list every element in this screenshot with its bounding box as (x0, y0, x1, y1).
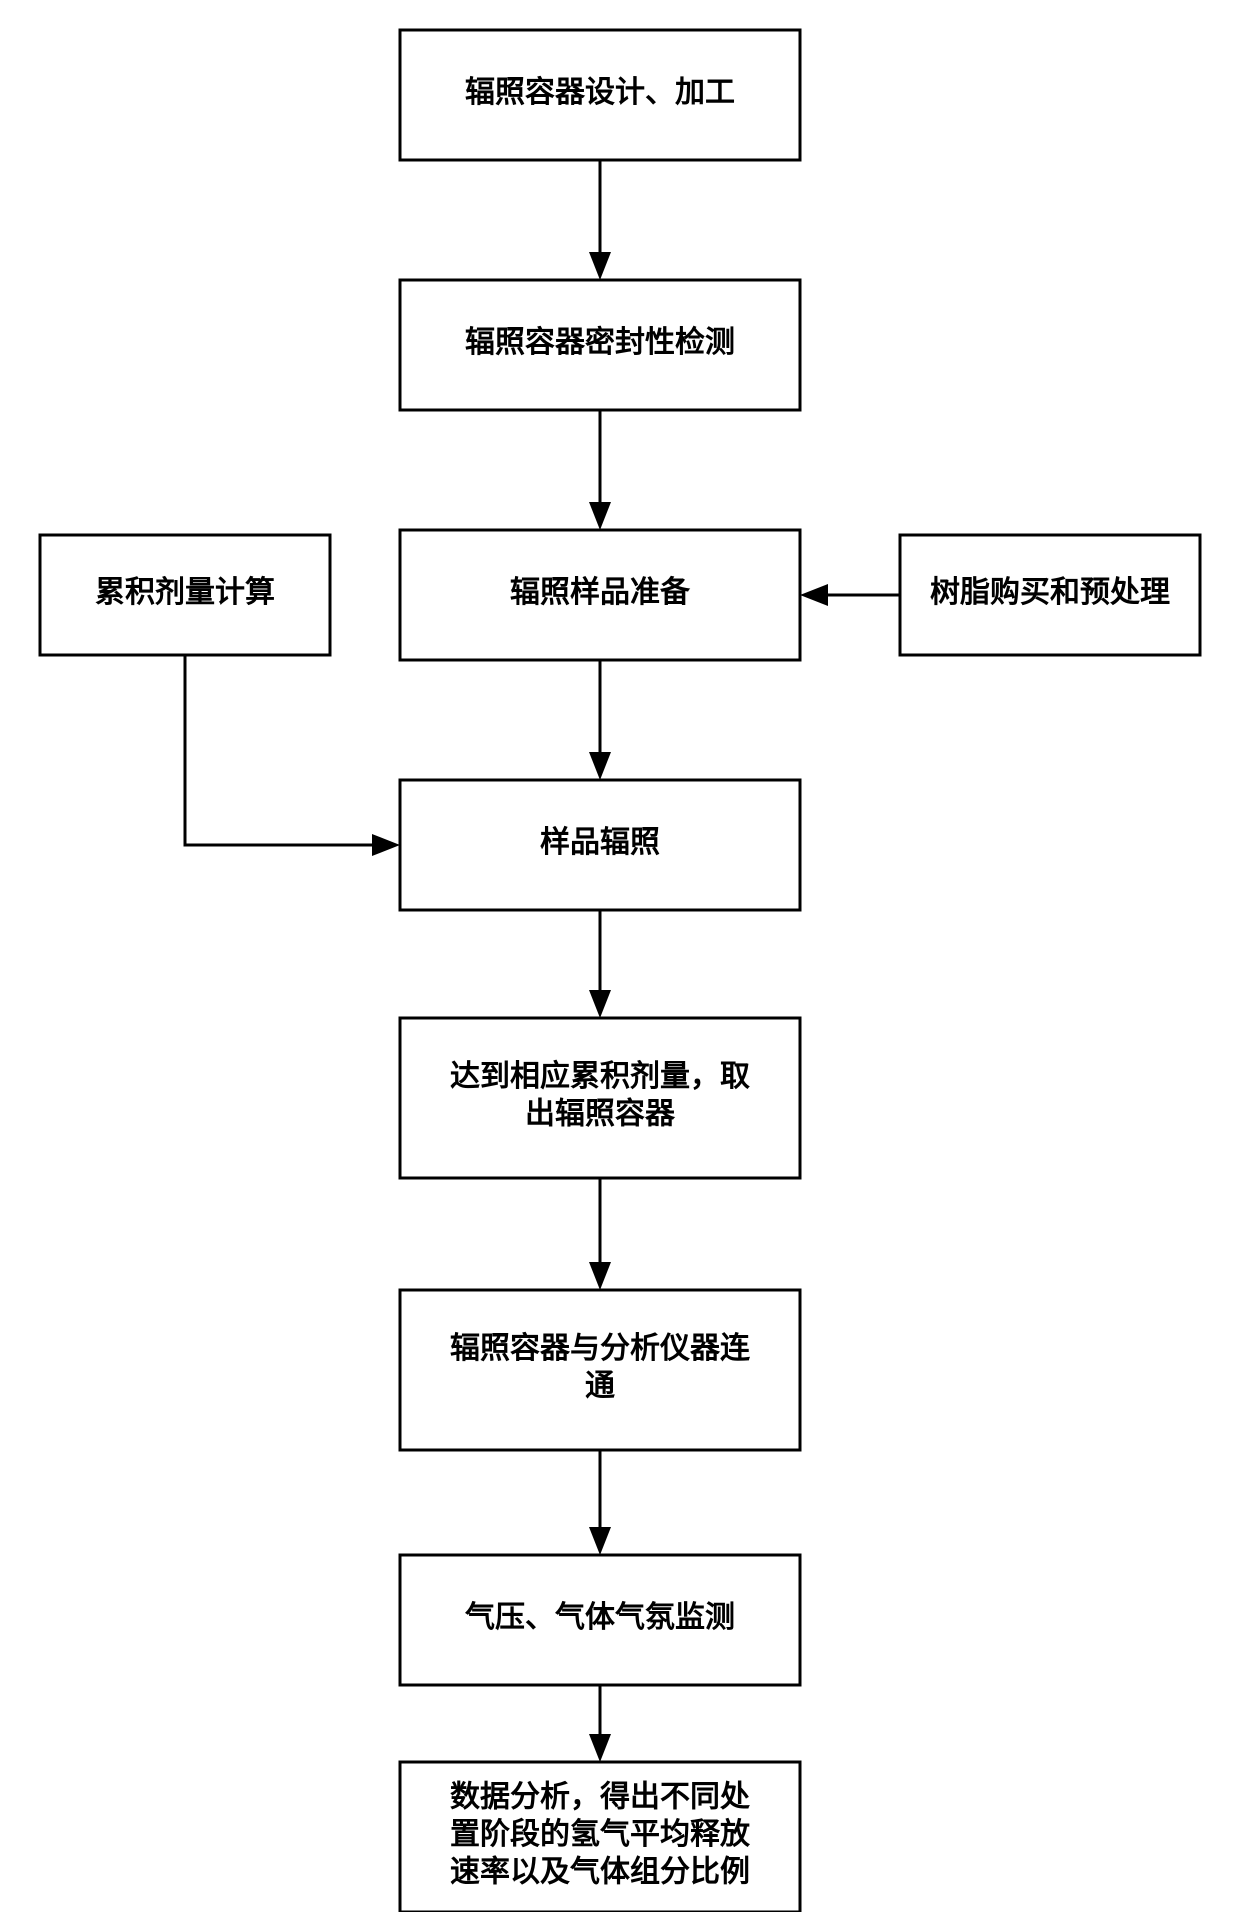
arrowhead (589, 1262, 611, 1290)
node-label: 树脂购买和预处理 (930, 576, 1170, 609)
arrowhead (589, 752, 611, 780)
arrowhead (589, 1734, 611, 1762)
node-label: 速率以及气体组分比例 (450, 1854, 750, 1888)
node-label: 通 (585, 1370, 615, 1403)
arrowhead (372, 834, 400, 856)
node-label: 样品辐照 (540, 826, 660, 859)
arrowhead (589, 252, 611, 280)
arrowhead (589, 990, 611, 1018)
node-label: 数据分析，得出不同处 (450, 1780, 750, 1813)
node-label: 辐照容器设计、加工 (465, 76, 735, 109)
flowchart-canvas: 辐照容器设计、加工辐照容器密封性检测辐照样品准备 累积剂量计算 树脂购买和预处理样品… (0, 0, 1240, 1912)
node-label: 置阶段的氢气平均释放 (450, 1817, 751, 1851)
arrowhead (800, 584, 828, 606)
edge (185, 655, 372, 845)
node-label: 辐照容器密封性检测 (465, 325, 735, 359)
node-label: 辐照容器与分析仪器连 (450, 1332, 751, 1365)
arrowhead (589, 502, 611, 530)
arrowhead (589, 1527, 611, 1555)
node-label: 出辐照容器 (525, 1098, 676, 1131)
node-label: 达到相应累积剂量，取 (450, 1059, 750, 1093)
node-label: 气压、气体气氛监测 (465, 1601, 735, 1634)
node-label: 辐照样品准备 (510, 575, 691, 609)
node-label: 累积剂量计算 (95, 575, 275, 609)
